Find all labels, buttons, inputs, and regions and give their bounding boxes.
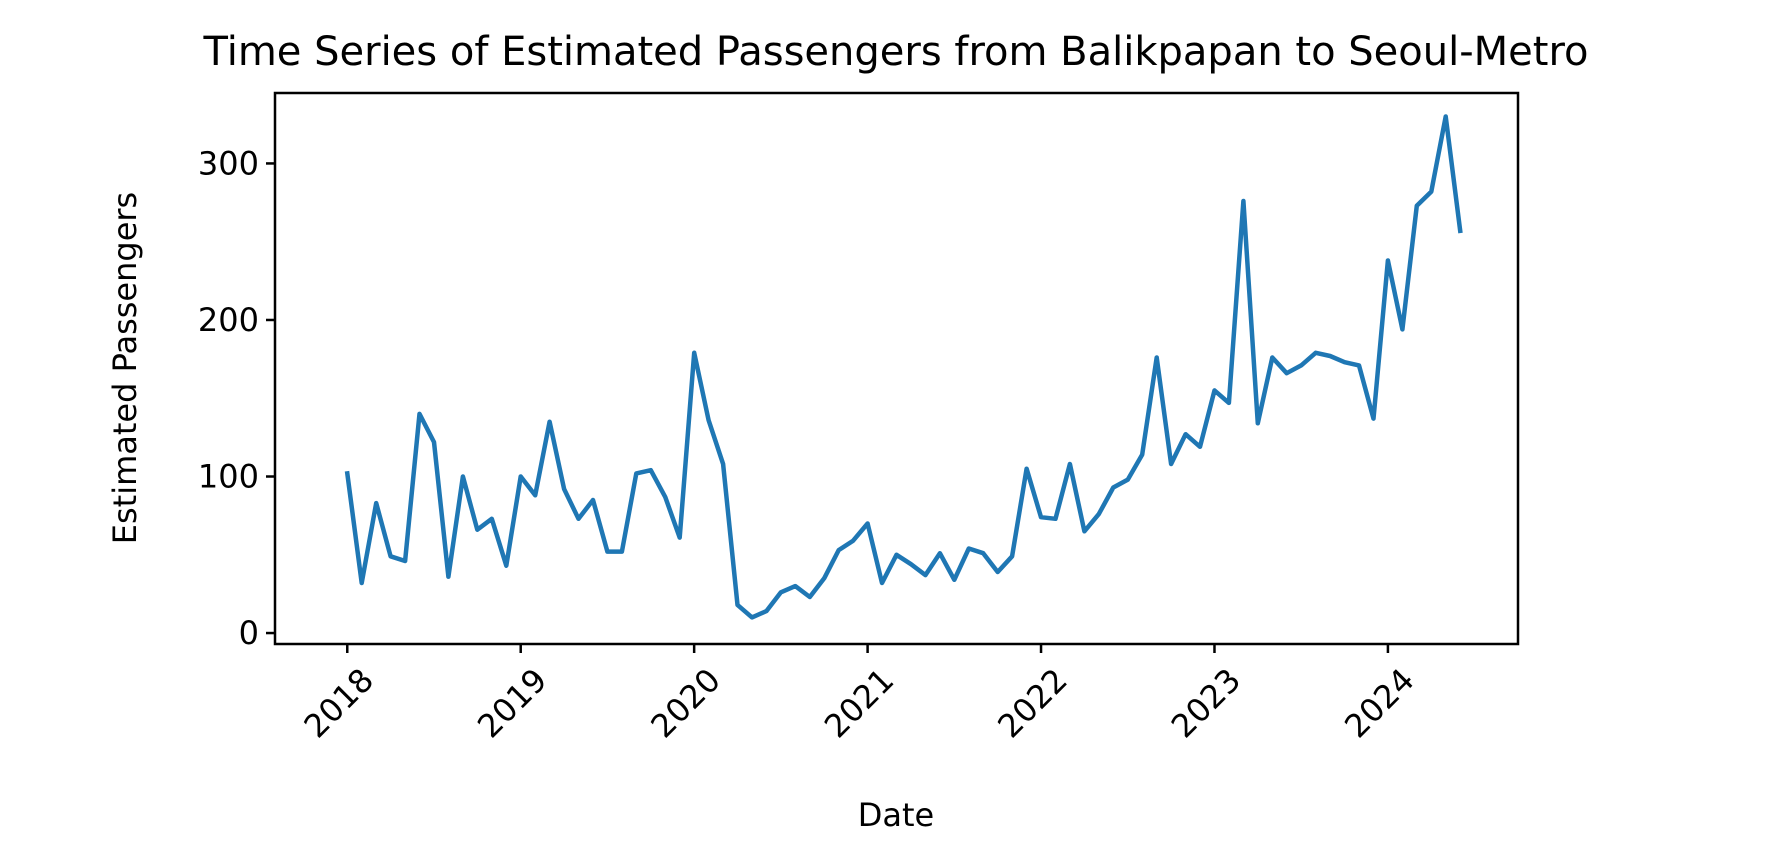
x-tick-label: 2024 bbox=[1337, 661, 1421, 745]
y-axis-label: Estimated Passengers bbox=[106, 192, 144, 544]
plot-area bbox=[273, 91, 1520, 646]
passenger-series-line bbox=[344, 114, 1463, 620]
chart-title: Time Series of Estimated Passengers from… bbox=[203, 29, 1589, 75]
x-tick-label: 2023 bbox=[1164, 661, 1248, 745]
y-tick-label: 300 bbox=[198, 144, 259, 182]
x-axis-label: Date bbox=[858, 796, 934, 834]
y-axis: 0 100 200 300 bbox=[198, 144, 275, 652]
x-tick-label: 2019 bbox=[470, 661, 554, 745]
x-tick-label: 2020 bbox=[643, 661, 727, 745]
y-tick-label: 0 bbox=[239, 614, 259, 652]
y-tick-label: 100 bbox=[198, 458, 259, 496]
x-tick-label: 2021 bbox=[817, 661, 901, 745]
x-axis: 2018 2019 2020 2021 2022 2023 2024 bbox=[297, 644, 1422, 745]
y-tick-label: 200 bbox=[198, 301, 259, 339]
x-tick-label: 2018 bbox=[297, 661, 381, 745]
x-tick-label: 2022 bbox=[990, 661, 1074, 745]
